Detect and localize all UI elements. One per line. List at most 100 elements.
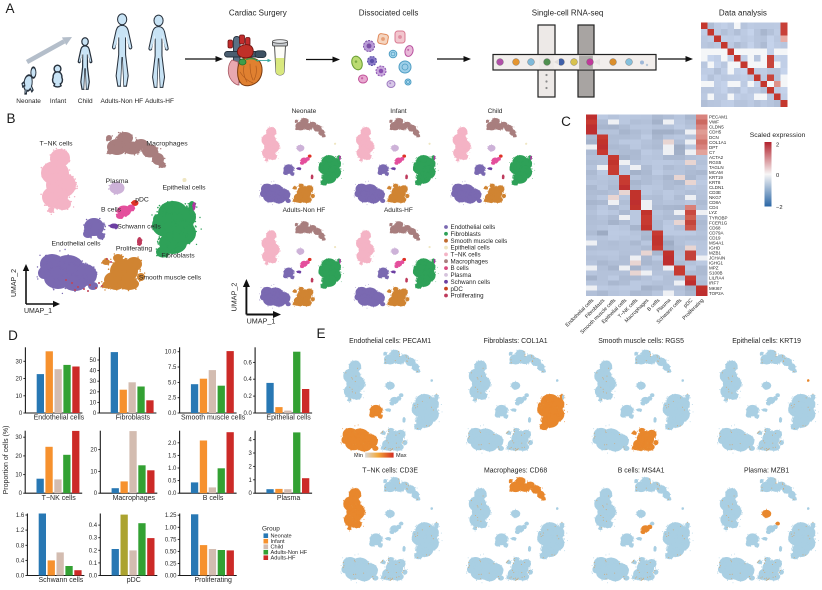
svg-text:T−NK cells: T−NK cells bbox=[42, 495, 77, 502]
svg-text:0.1: 0.1 bbox=[89, 561, 98, 567]
svg-text:Epithelial cells: KRT19: Epithelial cells: KRT19 bbox=[732, 338, 801, 345]
svg-text:Smooth muscle cells: Smooth muscle cells bbox=[451, 238, 508, 245]
svg-text:0.8: 0.8 bbox=[16, 543, 25, 549]
svg-text:Epithelial cells: Epithelial cells bbox=[162, 185, 206, 192]
svg-text:IGHG1: IGHG1 bbox=[709, 261, 724, 266]
svg-text:Plasma: Plasma bbox=[451, 272, 472, 279]
svg-text:0.4: 0.4 bbox=[89, 523, 98, 529]
svg-text:Child: Child bbox=[271, 545, 284, 551]
svg-text:Neonate: Neonate bbox=[271, 534, 292, 540]
svg-text:MZB1: MZB1 bbox=[709, 251, 721, 256]
svg-text:ACTA2: ACTA2 bbox=[709, 155, 724, 160]
svg-text:4: 4 bbox=[249, 438, 253, 444]
svg-text:pDC: pDC bbox=[135, 197, 149, 204]
svg-text:TOP2A: TOP2A bbox=[709, 291, 724, 296]
svg-text:C7: C7 bbox=[709, 150, 715, 155]
svg-text:MCAM: MCAM bbox=[709, 170, 723, 175]
svg-text:Max: Max bbox=[396, 453, 407, 459]
svg-text:30: 30 bbox=[15, 435, 22, 441]
svg-text:1: 1 bbox=[249, 478, 253, 484]
svg-text:Single-cell RNA-seq: Single-cell RNA-seq bbox=[532, 9, 604, 18]
svg-text:Epithelial cells: Epithelial cells bbox=[266, 415, 311, 422]
svg-text:Smooth muscle cells: Smooth muscle cells bbox=[139, 275, 202, 282]
svg-text:T−NK cells: T−NK cells bbox=[451, 252, 481, 259]
svg-text:Plasma: Plasma bbox=[277, 495, 300, 502]
svg-text:pDC: pDC bbox=[683, 298, 695, 310]
svg-text:Schwann cells: Schwann cells bbox=[451, 279, 491, 286]
svg-text:Adults-Non HF: Adults-Non HF bbox=[100, 98, 143, 105]
svg-text:Schwann cells: Schwann cells bbox=[39, 577, 84, 584]
svg-text:pDC: pDC bbox=[451, 286, 464, 293]
svg-text:0.2: 0.2 bbox=[89, 548, 98, 554]
svg-text:Endothelial cells: Endothelial cells bbox=[51, 241, 101, 248]
svg-text:1.25: 1.25 bbox=[165, 513, 177, 519]
svg-text:1.00: 1.00 bbox=[165, 525, 177, 531]
svg-text:TYROBP: TYROBP bbox=[709, 215, 728, 220]
svg-text:MKI67: MKI67 bbox=[709, 286, 723, 291]
svg-text:20: 20 bbox=[16, 377, 23, 383]
svg-text:−2: −2 bbox=[776, 205, 783, 211]
svg-text:Endothelial cells: PECAM1: Endothelial cells: PECAM1 bbox=[349, 338, 431, 345]
svg-text:0: 0 bbox=[776, 173, 779, 179]
svg-text:0: 0 bbox=[93, 411, 97, 417]
svg-text:UMAP_1: UMAP_1 bbox=[247, 317, 276, 326]
svg-text:CD19: CD19 bbox=[709, 235, 721, 240]
svg-text:Fibroblasts: Fibroblasts bbox=[161, 253, 195, 260]
svg-text:Group: Group bbox=[262, 526, 280, 533]
svg-text:0.25: 0.25 bbox=[165, 562, 177, 568]
svg-text:Adults-Non HF: Adults-Non HF bbox=[271, 550, 308, 556]
svg-text:0.00: 0.00 bbox=[165, 574, 177, 580]
svg-text:Proliferating: Proliferating bbox=[451, 293, 485, 300]
svg-text:CD3E: CD3E bbox=[709, 190, 721, 195]
svg-text:20: 20 bbox=[90, 390, 97, 396]
svg-text:A: A bbox=[5, 1, 14, 16]
svg-text:S100B: S100B bbox=[709, 271, 723, 276]
svg-text:T−NK cells: T−NK cells bbox=[39, 141, 73, 148]
svg-text:Neonate: Neonate bbox=[16, 98, 41, 105]
svg-text:0.50: 0.50 bbox=[165, 549, 177, 555]
svg-text:20: 20 bbox=[15, 454, 22, 460]
svg-text:0.0: 0.0 bbox=[89, 574, 98, 580]
svg-text:CD79A: CD79A bbox=[709, 230, 724, 235]
svg-text:20: 20 bbox=[90, 448, 97, 454]
svg-text:IGHD: IGHD bbox=[709, 246, 721, 251]
svg-text:2: 2 bbox=[249, 464, 253, 470]
svg-text:LILRA4: LILRA4 bbox=[709, 276, 725, 281]
svg-text:Adults-HF: Adults-HF bbox=[384, 207, 413, 214]
svg-text:1.5: 1.5 bbox=[168, 453, 177, 459]
svg-text:1.0: 1.0 bbox=[168, 466, 177, 472]
svg-text:0.0: 0.0 bbox=[16, 574, 25, 580]
svg-text:0.4: 0.4 bbox=[244, 377, 253, 383]
svg-text:PECAM1: PECAM1 bbox=[709, 115, 728, 120]
svg-text:0.6: 0.6 bbox=[244, 360, 253, 366]
svg-text:Plasma: MZB1: Plasma: MZB1 bbox=[744, 468, 789, 475]
svg-text:CLDN1: CLDN1 bbox=[709, 185, 724, 190]
svg-text:5.0: 5.0 bbox=[168, 380, 177, 386]
svg-text:pDC: pDC bbox=[127, 577, 141, 584]
svg-text:Fibroblasts: COL1A1: Fibroblasts: COL1A1 bbox=[484, 338, 548, 345]
svg-text:7.5: 7.5 bbox=[168, 365, 177, 371]
svg-text:MS4A1: MS4A1 bbox=[709, 240, 724, 245]
svg-text:50: 50 bbox=[90, 358, 97, 364]
svg-text:10: 10 bbox=[90, 400, 97, 406]
svg-text:CD8A: CD8A bbox=[709, 200, 721, 205]
svg-text:0.2: 0.2 bbox=[244, 394, 253, 400]
svg-text:0: 0 bbox=[249, 491, 253, 497]
svg-text:Infant: Infant bbox=[390, 108, 406, 115]
svg-text:Neonate: Neonate bbox=[292, 108, 317, 115]
svg-text:30: 30 bbox=[90, 379, 97, 385]
svg-text:MPZ: MPZ bbox=[709, 266, 719, 271]
svg-text:Macrophages: Macrophages bbox=[113, 495, 156, 502]
svg-text:B cells: B cells bbox=[451, 265, 469, 272]
svg-text:Scaled expression: Scaled expression bbox=[750, 132, 806, 139]
svg-text:1.6: 1.6 bbox=[16, 513, 25, 519]
svg-text:CD68: CD68 bbox=[709, 225, 721, 230]
svg-text:Adults-Non HF: Adults-Non HF bbox=[283, 207, 326, 214]
svg-text:30: 30 bbox=[16, 359, 23, 365]
svg-text:FCER1G: FCER1G bbox=[709, 220, 728, 225]
svg-text:10: 10 bbox=[16, 394, 23, 400]
svg-text:Child: Child bbox=[78, 98, 93, 105]
svg-text:Plasma: Plasma bbox=[106, 178, 129, 185]
svg-text:Endothelial cells: Endothelial cells bbox=[34, 415, 85, 422]
svg-text:Child: Child bbox=[488, 108, 503, 115]
